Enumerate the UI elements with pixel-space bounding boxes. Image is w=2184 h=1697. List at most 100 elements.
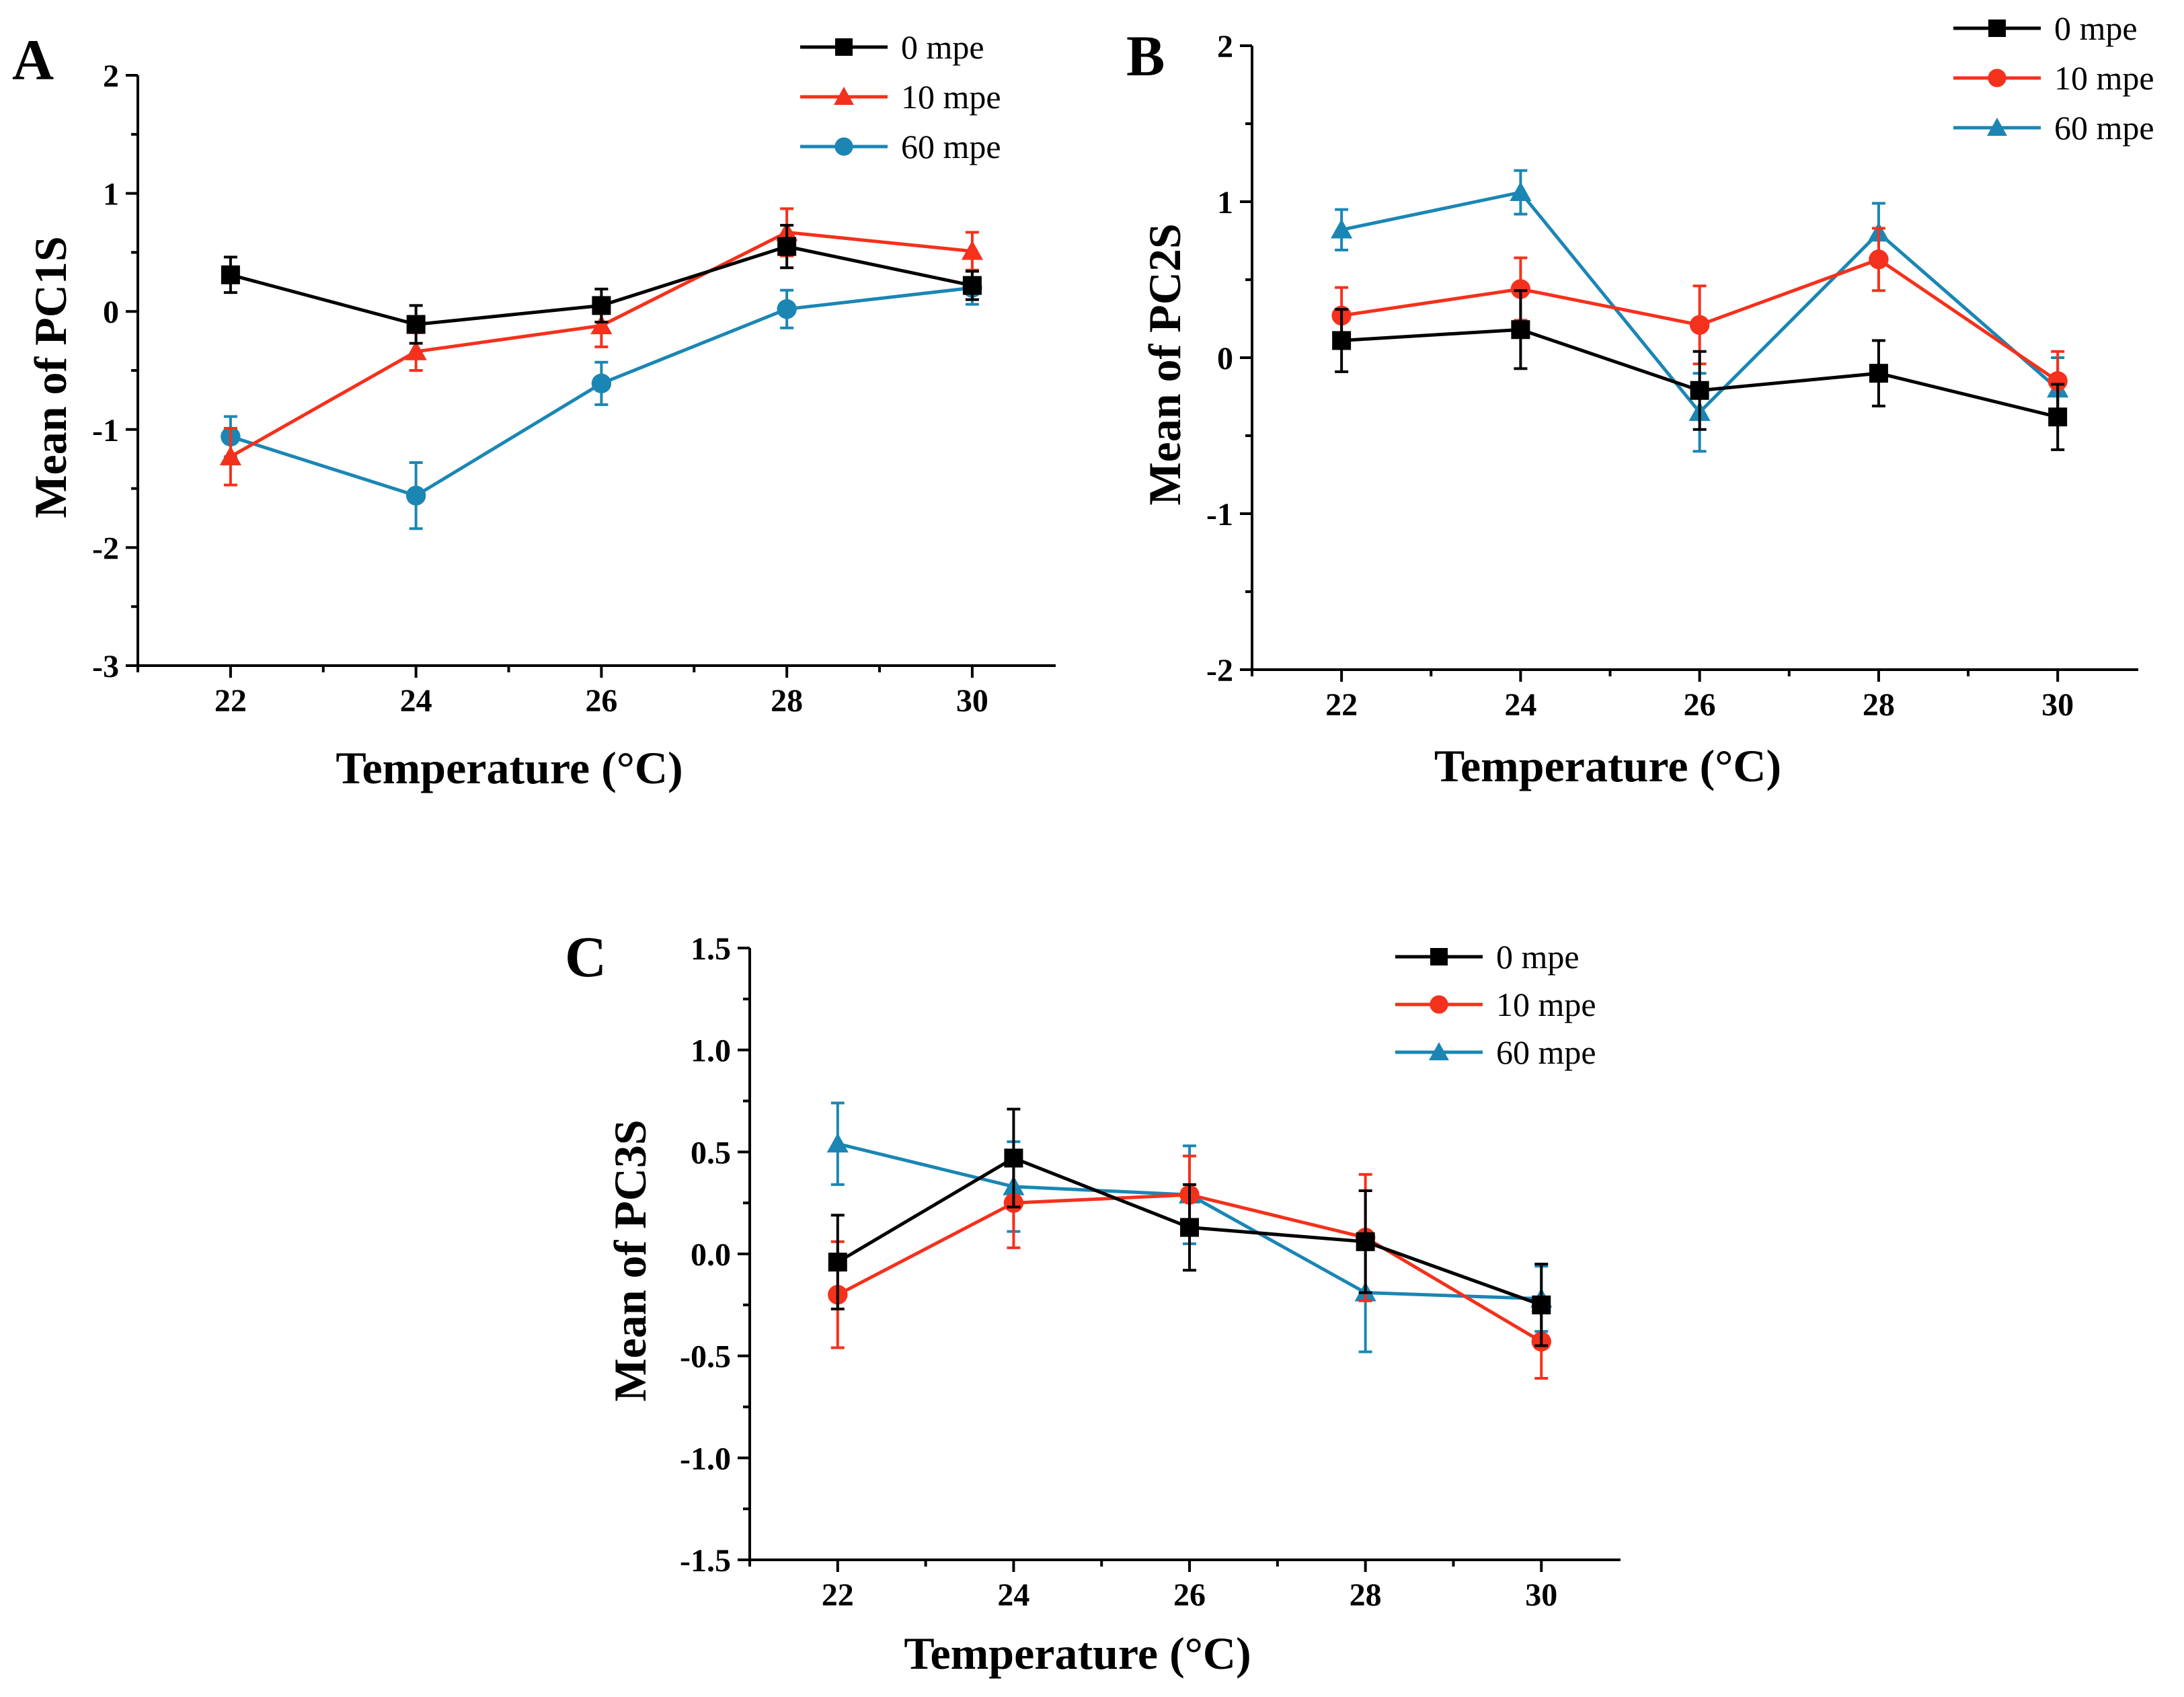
data-point: [826, 1133, 849, 1153]
series-0-mpe: [1332, 289, 2068, 451]
y-tick-label: 1.5: [691, 931, 731, 967]
panel-letter: B: [1126, 24, 1165, 88]
legend-marker: [835, 38, 853, 56]
y-tick-label: 0.5: [691, 1135, 731, 1171]
x-tick-label: 28: [1863, 687, 1895, 723]
x-tick-label: 24: [400, 683, 432, 719]
data-point: [2048, 371, 2068, 391]
legend-marker: [834, 87, 854, 105]
legend-label: 60 mpe: [1496, 1033, 1596, 1071]
data-point: [406, 315, 426, 334]
y-tick-label: 1: [1217, 185, 1233, 221]
y-tick-label: 0: [103, 294, 119, 330]
data-point: [590, 315, 613, 335]
data-point: [777, 237, 797, 256]
data-point: [1690, 381, 1709, 400]
legend: 0 mpe 10 mpe 60 mpe: [1953, 9, 2154, 147]
x-tick-label: 22: [214, 683, 247, 719]
data-point: [828, 1253, 847, 1272]
x-tick-label: 30: [956, 683, 988, 719]
x-axis-title: Temperature (°C): [336, 742, 682, 793]
y-tick-label: 0.0: [691, 1237, 731, 1273]
legend-marker: [1987, 118, 2007, 136]
x-tick-label: 30: [2041, 687, 2074, 723]
legend-label: 0 mpe: [2054, 9, 2138, 47]
data-point: [961, 240, 984, 260]
data-point: [1532, 1295, 1551, 1314]
y-tick-label: 2: [103, 58, 119, 94]
x-tick-label: 24: [1504, 687, 1536, 723]
x-tick-label: 26: [1173, 1577, 1206, 1613]
legend-marker: [1430, 948, 1448, 965]
y-tick-label: -1.0: [680, 1441, 731, 1476]
y-tick-label: -3: [92, 649, 119, 684]
data-point: [1004, 1148, 1023, 1168]
series-0-mpe: [828, 1107, 1551, 1347]
legend: 0 mpe 10 mpe 60 mpe: [800, 28, 1001, 165]
series-0-mpe: [221, 224, 982, 345]
legend-label: 10 mpe: [901, 78, 1001, 116]
legend-label: 60 mpe: [901, 128, 1001, 165]
x-tick-label: 28: [1350, 1577, 1382, 1613]
y-tick-label: 1.0: [691, 1033, 731, 1069]
y-tick-label: 2: [1217, 29, 1233, 65]
legend-label: 60 mpe: [2054, 109, 2154, 147]
y-tick-label: -0.5: [680, 1339, 731, 1375]
y-axis-title: Mean of PC2S: [1139, 223, 1190, 505]
data-point: [221, 265, 240, 284]
panel-letter: C: [565, 924, 607, 989]
data-point: [592, 296, 611, 315]
y-tick-label: -1.5: [680, 1543, 731, 1579]
x-tick-label: 26: [1684, 687, 1716, 723]
data-point: [1180, 1218, 1200, 1237]
x-tick-label: 28: [771, 683, 803, 719]
x-axis-title: Temperature (°C): [904, 1628, 1251, 1679]
legend-label: 0 mpe: [901, 28, 984, 66]
data-point: [1510, 181, 1532, 201]
data-point: [777, 299, 797, 319]
data-point: [2048, 407, 2068, 427]
data-point: [1331, 219, 1353, 239]
data-point: [1510, 279, 1531, 299]
data-point: [962, 276, 982, 295]
data-point: [219, 446, 241, 466]
legend-marker: [834, 137, 853, 156]
y-tick-label: 1: [103, 177, 119, 212]
y-axis-title: Mean of PC1S: [25, 236, 76, 518]
data-point: [1356, 1232, 1375, 1251]
x-tick-label: 30: [1525, 1577, 1557, 1613]
legend-marker: [1988, 19, 2006, 37]
legend-label: 10 mpe: [1496, 986, 1596, 1023]
y-tick-label: -2: [92, 530, 119, 566]
legend-marker: [1430, 995, 1448, 1014]
x-axis-title: Temperature (°C): [1434, 740, 1781, 791]
y-tick-label: -1: [1206, 497, 1233, 532]
panel-letter: A: [12, 28, 54, 92]
series-10-mpe: [219, 207, 984, 487]
y-axis-title: Mean of PC3S: [604, 1119, 656, 1401]
legend-label: 10 mpe: [2054, 59, 2154, 97]
x-tick-label: 24: [997, 1577, 1029, 1613]
data-point: [591, 373, 612, 394]
chart-panel-c: C -1.5 -1.0 -0.5 0.0 0.5 1.0 1.5 22 24 26 28 30 Tempe…: [565, 924, 1621, 1679]
data-point: [405, 485, 426, 506]
data-point: [1511, 320, 1530, 340]
legend-marker: [1988, 69, 2006, 87]
legend: 0 mpe 10 mpe 60 mpe: [1395, 938, 1596, 1071]
legend-marker: [1429, 1042, 1449, 1060]
data-point: [1869, 249, 1889, 270]
x-tick-label: 22: [822, 1577, 854, 1613]
data-point: [1332, 331, 1352, 350]
y-tick-label: -2: [1206, 653, 1233, 688]
x-tick-label: 26: [585, 683, 617, 719]
data-point: [405, 340, 427, 360]
series-10-mpe: [1331, 227, 2068, 412]
data-point: [1869, 364, 1888, 383]
x-tick-label: 22: [1325, 687, 1358, 723]
legend-label: 0 mpe: [1496, 938, 1580, 976]
y-tick-label: 0: [1217, 341, 1233, 377]
data-point: [1689, 315, 1710, 335]
